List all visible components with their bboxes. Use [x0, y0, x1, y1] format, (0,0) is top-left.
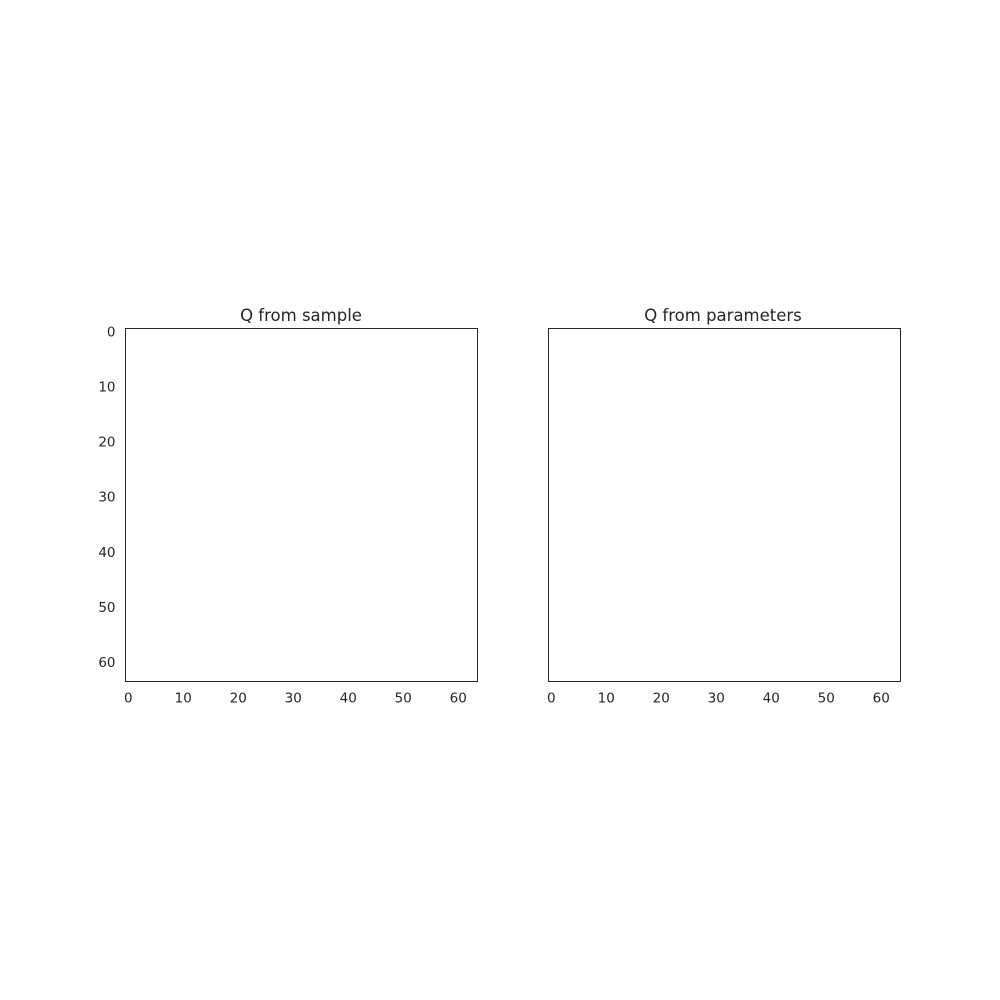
- plot-area: [548, 328, 901, 682]
- x-tick-label: 20: [230, 691, 247, 707]
- x-tick-label: 10: [598, 691, 615, 707]
- y-tick-labels: 0 10 20 30 40 50 60: [98, 324, 115, 671]
- chart-title: Q from sample: [240, 306, 362, 325]
- x-tick-labels: 0 10 20 30 40 50 60: [547, 691, 890, 707]
- x-tick-label: 30: [285, 691, 302, 707]
- y-tick-label: 40: [98, 545, 115, 561]
- x-tick-label: 40: [763, 691, 780, 707]
- x-tick-label: 20: [653, 691, 670, 707]
- chart-panel-q-from-parameters: Q from parameters 0 10 20 30 40 50 60: [547, 306, 901, 707]
- x-tick-label: 0: [124, 691, 133, 707]
- y-tick-label: 30: [98, 490, 115, 506]
- chart-title: Q from parameters: [644, 306, 802, 325]
- x-tick-label: 60: [450, 691, 467, 707]
- x-tick-label: 50: [818, 691, 835, 707]
- y-tick-label: 50: [98, 600, 115, 616]
- y-tick-label: 10: [98, 379, 115, 395]
- plot-area: [125, 328, 478, 682]
- y-tick-label: 0: [107, 324, 116, 340]
- x-tick-labels: 0 10 20 30 40 50 60: [124, 691, 467, 707]
- x-tick-label: 40: [340, 691, 357, 707]
- y-tick-label: 60: [98, 655, 115, 671]
- x-tick-label: 0: [547, 691, 556, 707]
- y-tick-label: 20: [98, 435, 115, 451]
- chart-panel-q-from-sample: Q from sample 0 10 20 30 40 50 60 0 10 20 30 40 50 6…: [98, 306, 478, 707]
- x-tick-label: 60: [873, 691, 890, 707]
- x-tick-label: 50: [395, 691, 412, 707]
- x-tick-label: 30: [708, 691, 725, 707]
- x-tick-label: 10: [175, 691, 192, 707]
